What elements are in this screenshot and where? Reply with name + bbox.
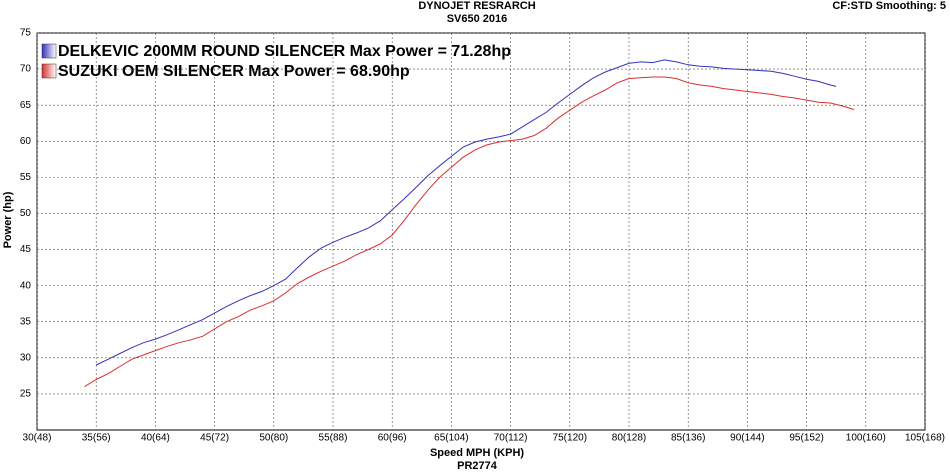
footnote: PR2774 (457, 460, 498, 472)
y-axis-label: Power (hp) (2, 191, 14, 248)
y-tick-label: 60 (20, 136, 32, 147)
x-tick-label: 45(72) (200, 433, 229, 444)
legend-swatch (41, 63, 57, 79)
x-tick-label: 95(152) (789, 433, 823, 444)
data-line (95, 59, 837, 366)
legend-swatch (41, 43, 57, 59)
y-tick-label: 40 (20, 280, 32, 291)
y-tick-label: 30 (20, 352, 32, 363)
x-tick-label: 50(80) (259, 433, 288, 444)
chart-title: DYNOJET RESRARCH (418, 0, 535, 12)
legend-label: DELKEVIC 200MM ROUND SILENCER Max Power … (58, 43, 511, 60)
data-line (84, 76, 855, 388)
plot-frame (36, 32, 926, 431)
x-tick-label: 40(64) (141, 433, 170, 444)
x-tick-label: 30(48) (23, 433, 52, 444)
x-tick-label: 85(136) (671, 433, 705, 444)
x-tick-label: 80(128) (612, 433, 646, 444)
x-tick-label: 100(160) (846, 433, 886, 444)
chart-subtitle: SV650 2016 (447, 13, 508, 25)
y-tick-label: 50 (20, 208, 32, 219)
y-tick-label: 65 (20, 100, 32, 111)
x-tick-label: 65(104) (434, 433, 468, 444)
y-tick-label: 70 (20, 64, 32, 75)
x-tick-label: 60(96) (378, 433, 407, 444)
x-axis-label: Speed MPH (KPH) (430, 447, 524, 459)
x-tick-label: 75(120) (553, 433, 587, 444)
x-tick-label: 35(56) (82, 433, 111, 444)
y-tick-label: 75 (20, 28, 32, 39)
legend-label: SUZUKI OEM SILENCER Max Power = 68.90hp (58, 63, 410, 80)
x-tick-label: 90(144) (730, 433, 764, 444)
x-tick-label: 105(168) (905, 433, 945, 444)
y-tick-label: 55 (20, 172, 32, 183)
y-tick-label: 45 (20, 244, 32, 255)
y-tick-label: 25 (20, 389, 32, 400)
corner-note: CF:STD Smoothing: 5 (832, 0, 946, 12)
y-tick-label: 35 (20, 316, 32, 327)
x-tick-label: 70(112) (494, 433, 528, 444)
x-tick-label: 55(88) (319, 433, 348, 444)
